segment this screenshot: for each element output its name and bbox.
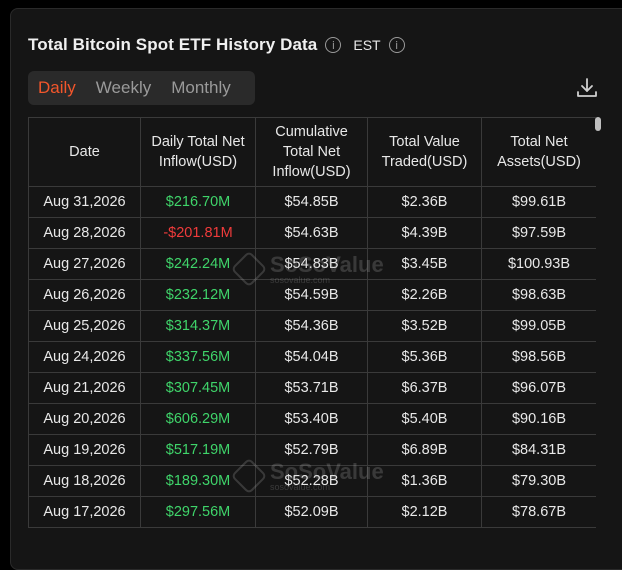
tab-weekly[interactable]: Weekly (95, 78, 152, 97)
download-icon[interactable] (575, 76, 599, 100)
date-cell: Aug 27,2026 (28, 248, 141, 280)
net-assets-cell: $78.67B (481, 496, 596, 528)
daily-inflow-cell: $242.24M (140, 248, 256, 280)
column-header-cumulative-inflow[interactable]: Cumulative Total Net Inflow(USD) (255, 117, 368, 187)
title-row: Total Bitcoin Spot ETF History Data i ES… (28, 34, 405, 56)
cumulative-inflow-cell: $54.83B (255, 248, 368, 280)
value-traded-cell: $2.26B (367, 279, 482, 311)
net-assets-cell: $98.63B (481, 279, 596, 311)
date-cell: Aug 19,2026 (28, 434, 141, 466)
net-assets-cell: $98.56B (481, 341, 596, 373)
column-header-net-assets[interactable]: Total Net Assets(USD) (481, 117, 596, 187)
history-table: Date Daily Total Net Inflow(USD) Cumulat… (28, 117, 596, 528)
daily-inflow-cell: $216.70M (140, 186, 256, 218)
cumulative-inflow-cell: $54.04B (255, 341, 368, 373)
value-traded-cell: $3.52B (367, 310, 482, 342)
date-cell: Aug 18,2026 (28, 465, 141, 497)
daily-inflow-cell: $232.12M (140, 279, 256, 311)
date-cell: Aug 26,2026 (28, 279, 141, 311)
column-header-date[interactable]: Date (28, 117, 141, 187)
table-row: Aug 20,2026 $606.29M $53.40B $5.40B $90.16B (28, 403, 596, 435)
table-row: Aug 31,2026 $216.70M $54.85B $2.36B $99.61B (28, 186, 596, 218)
cumulative-inflow-cell: $52.09B (255, 496, 368, 528)
column-header-daily-inflow[interactable]: Daily Total Net Inflow(USD) (140, 117, 256, 187)
date-cell: Aug 25,2026 (28, 310, 141, 342)
date-cell: Aug 31,2026 (28, 186, 141, 218)
table-row: Aug 28,2026 -$201.81M $54.63B $4.39B $97.59B (28, 217, 596, 249)
net-assets-cell: $99.05B (481, 310, 596, 342)
daily-inflow-cell: $189.30M (140, 465, 256, 497)
cumulative-inflow-cell: $54.36B (255, 310, 368, 342)
net-assets-cell: $97.59B (481, 217, 596, 249)
table-row: Aug 21,2026 $307.45M $53.71B $6.37B $96.07B (28, 372, 596, 404)
info-icon[interactable]: i (325, 37, 342, 53)
daily-inflow-cell: $314.37M (140, 310, 256, 342)
date-cell: Aug 24,2026 (28, 341, 141, 373)
table-row: Aug 17,2026 $297.56M $52.09B $2.12B $78.67B (28, 496, 596, 528)
cumulative-inflow-cell: $52.28B (255, 465, 368, 497)
value-traded-cell: $3.45B (367, 248, 482, 280)
date-cell: Aug 17,2026 (28, 496, 141, 528)
table-row: Aug 19,2026 $517.19M $52.79B $6.89B $84.31B (28, 434, 596, 466)
net-assets-cell: $100.93B (481, 248, 596, 280)
net-assets-cell: $79.30B (481, 465, 596, 497)
value-traded-cell: $5.36B (367, 341, 482, 373)
date-cell: Aug 21,2026 (28, 372, 141, 404)
net-assets-cell: $99.61B (481, 186, 596, 218)
value-traded-cell: $6.37B (367, 372, 482, 404)
cumulative-inflow-cell: $54.59B (255, 279, 368, 311)
cumulative-inflow-cell: $52.79B (255, 434, 368, 466)
daily-inflow-cell: $606.29M (140, 403, 256, 435)
table-row: Aug 18,2026 $189.30M $52.28B $1.36B $79.30B (28, 465, 596, 497)
history-table-container: Date Daily Total Net Inflow(USD) Cumulat… (28, 117, 596, 537)
cumulative-inflow-cell: $54.63B (255, 217, 368, 249)
timezone-info-icon[interactable]: i (388, 37, 405, 53)
date-cell: Aug 28,2026 (28, 217, 141, 249)
cumulative-inflow-cell: $54.85B (255, 186, 368, 218)
daily-inflow-cell: $297.56M (140, 496, 256, 528)
value-traded-cell: $2.12B (367, 496, 482, 528)
value-traded-cell: $5.40B (367, 403, 482, 435)
timezone-label: EST (353, 37, 381, 53)
date-cell: Aug 20,2026 (28, 403, 141, 435)
value-traded-cell: $4.39B (367, 217, 482, 249)
table-row: Aug 26,2026 $232.12M $54.59B $2.26B $98.63B (28, 279, 596, 311)
table-header-row: Date Daily Total Net Inflow(USD) Cumulat… (28, 117, 596, 187)
value-traded-cell: $1.36B (367, 465, 482, 497)
net-assets-cell: $96.07B (481, 372, 596, 404)
table-row: Aug 27,2026 $242.24M $54.83B $3.45B $100.93B (28, 248, 596, 280)
daily-inflow-cell: $517.19M (140, 434, 256, 466)
value-traded-cell: $6.89B (367, 434, 482, 466)
value-traded-cell: $2.36B (367, 186, 482, 218)
page-title: Total Bitcoin Spot ETF History Data (28, 35, 318, 54)
tab-daily[interactable]: Daily (38, 78, 76, 97)
daily-inflow-cell: $337.56M (140, 341, 256, 373)
table-row: Aug 25,2026 $314.37M $54.36B $3.52B $99.05B (28, 310, 596, 342)
column-header-value-traded[interactable]: Total Value Traded(USD) (367, 117, 482, 187)
net-assets-cell: $90.16B (481, 403, 596, 435)
daily-inflow-cell: $307.45M (140, 372, 256, 404)
table-row: Aug 24,2026 $337.56M $54.04B $5.36B $98.56B (28, 341, 596, 373)
period-tabs: Daily Weekly Monthly (28, 71, 255, 105)
tab-monthly[interactable]: Monthly (171, 78, 231, 97)
net-assets-cell: $84.31B (481, 434, 596, 466)
cumulative-inflow-cell: $53.40B (255, 403, 368, 435)
daily-inflow-cell: -$201.81M (140, 217, 256, 249)
cumulative-inflow-cell: $53.71B (255, 372, 368, 404)
scrollbar-thumb[interactable] (595, 117, 601, 131)
table-scrollbar[interactable] (595, 117, 601, 537)
